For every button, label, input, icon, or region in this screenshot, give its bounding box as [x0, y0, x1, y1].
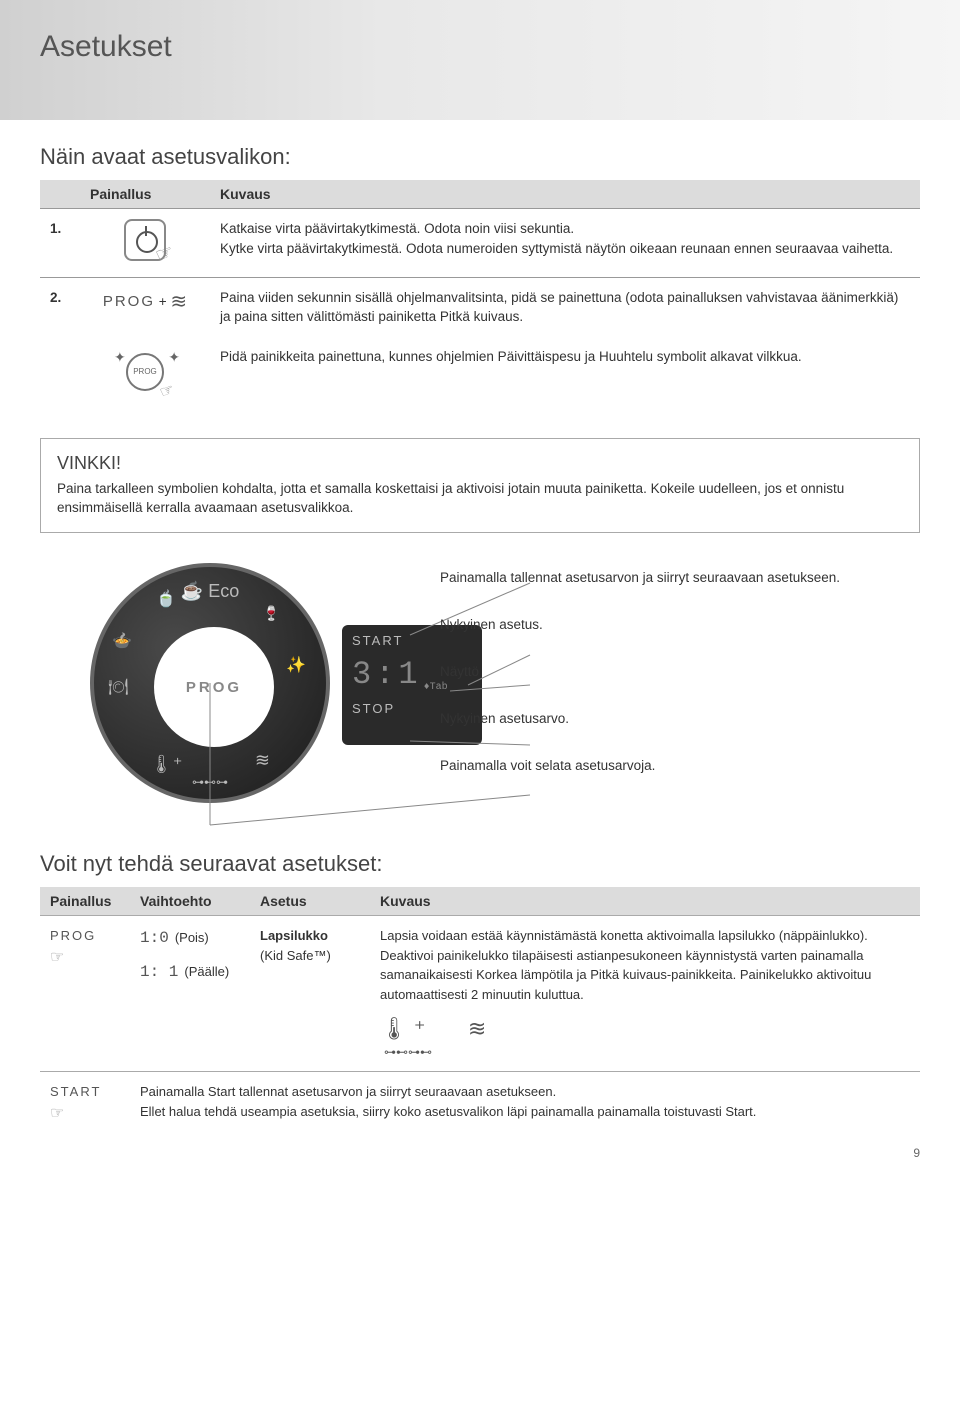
tab-label: Tab	[430, 682, 448, 693]
r1-desc: Lapsia voidaan estää käynnistämästä kone…	[370, 916, 920, 1072]
r1-desc-text: Lapsia voidaan estää käynnistämästä kone…	[380, 928, 871, 1002]
blink-prog-icon: ✦ ✦ PROG ☞	[110, 347, 180, 397]
section1-heading: Näin avaat asetusvalikon:	[40, 144, 920, 170]
row1-desc-a: Katkaise virta päävirtakytkimestä. Odota…	[220, 221, 574, 236]
callouts-column: Painamalla tallennat asetusarvon ja siir…	[440, 563, 920, 803]
row1-desc: Katkaise virta päävirtakytkimestä. Odota…	[210, 209, 920, 278]
hand-icon: ☞	[156, 378, 177, 405]
th-desc: Kuvaus	[210, 180, 920, 209]
plate-icon: 🍽	[108, 677, 128, 697]
hand-icon: ☞	[50, 949, 64, 966]
footer-icons: 🌡⁺ ≋ ⊶⊷⊶⊷	[380, 1012, 910, 1061]
r2-desc-a: Painamalla Start tallennat asetusarvon j…	[140, 1084, 556, 1099]
dial-diagram-row: ☕ Eco 🍵 🍷 🍲 ✨ 🍽 🌡⁺ ≋ ⊶⊷⊶ PROG START 3 : …	[40, 563, 920, 833]
page-title: Asetukset	[40, 30, 920, 64]
heat-wave-icon: ≋	[170, 291, 187, 313]
burst-icon: ✦	[168, 347, 180, 367]
page-number: 9	[913, 1146, 920, 1160]
chain-small-icon: ⊶⊷⊶⊷	[384, 1043, 910, 1061]
start-icon-label: START	[50, 1082, 120, 1102]
r1-setting: Lapsilukko (Kid Safe™)	[250, 916, 370, 1072]
glass-icon: 🍷	[263, 605, 280, 622]
eco-label: ☕ Eco	[181, 581, 239, 602]
th-desc-2: Kuvaus	[370, 887, 920, 916]
colon-icon: :	[375, 656, 394, 693]
power-button-icon: ☞	[124, 219, 166, 261]
callout-3: Näyttö	[440, 663, 920, 682]
section2-heading: Voit nyt tehdä seuraavat asetukset:	[40, 851, 920, 877]
opt-off: 1:0 (Pois)	[140, 926, 240, 950]
th-press: Painallus	[80, 180, 210, 209]
r1-press: PROG ☞	[40, 916, 130, 1072]
header-band: Asetukset	[0, 0, 960, 120]
th-blank	[40, 180, 80, 209]
opt-on-val: 1: 1	[140, 960, 178, 984]
row1-desc-b: Kytke virta päävirtakytkimestä. Odota nu…	[220, 241, 893, 256]
th-setting: Asetus	[250, 887, 370, 916]
prog-icon-label: PROG	[50, 926, 120, 946]
r2-desc-b: Ellet halua tehdä useampia asetuksia, si…	[140, 1104, 756, 1119]
row3-desc: Pidä painikkeita painettuna, kunnes ohje…	[210, 337, 920, 413]
callout-1: Painamalla tallennat asetusarvon ja siir…	[440, 569, 920, 588]
row2-num: 2.	[40, 277, 80, 337]
setting-name: Lapsilukko	[260, 928, 328, 943]
hand-icon: ☞	[50, 1105, 64, 1122]
instruction-table-1: Painallus Kuvaus 1. ☞ Katkaise virta pää…	[40, 180, 920, 412]
callout-4: Nykyinen asetusarvo.	[440, 710, 920, 729]
temp-icon: 🌡⁺	[150, 754, 182, 775]
opt-on: 1: 1 (Päälle)	[140, 960, 240, 984]
tip-body: Paina tarkalleen symbolien kohdalta, jot…	[57, 480, 903, 518]
eco-text: Eco	[208, 581, 239, 601]
th-press-2: Painallus	[40, 887, 130, 916]
tip-heading: VINKKI!	[57, 453, 903, 474]
r1-options: 1:0 (Pois) 1: 1 (Päälle)	[130, 916, 250, 1072]
sparkle-icon: ✨	[286, 655, 306, 675]
row1-num: 1.	[40, 209, 80, 278]
row3-icon-cell: ✦ ✦ PROG ☞	[80, 337, 210, 413]
tip-box: VINKKI! Paina tarkalleen symbolien kohda…	[40, 438, 920, 533]
th-option: Vaihtoehto	[130, 887, 250, 916]
settings-table: Painallus Vaihtoehto Asetus Kuvaus PROG …	[40, 887, 920, 1136]
row1-icon-cell: ☞	[80, 209, 210, 278]
chain-icon: ⊶⊷⊶	[192, 775, 228, 789]
wave-icon: ≋	[255, 750, 270, 771]
digit-right: 1	[398, 656, 417, 693]
plus-sign: +	[159, 294, 167, 309]
row2-icon-cell: PROG + ≋	[80, 277, 210, 337]
digit-left: 3	[352, 656, 371, 693]
pot-icon: 🍲	[112, 631, 132, 651]
callout-2: Nykyinen asetus.	[440, 616, 920, 635]
r2-press: START ☞	[40, 1072, 130, 1136]
opt-off-val: 1:0	[140, 926, 169, 950]
callout-5: Painamalla voit selata asetusarvoja.	[440, 757, 920, 776]
cup-icon: 🍵	[156, 589, 176, 609]
row2-desc: Paina viiden sekunnin sisällä ohjelmanva…	[210, 277, 920, 337]
burst-icon: ✦	[114, 347, 126, 367]
hand-icon: ☞	[152, 238, 179, 271]
dial-center-label: PROG	[154, 627, 274, 747]
opt-off-txt: (Pois)	[175, 928, 209, 948]
row3-num	[40, 337, 80, 413]
dial-wrap: ☕ Eco 🍵 🍷 🍲 ✨ 🍽 🌡⁺ ≋ ⊶⊷⊶ PROG START 3 : …	[90, 563, 410, 833]
control-dial: ☕ Eco 🍵 🍷 🍲 ✨ 🍽 🌡⁺ ≋ ⊶⊷⊶ PROG	[90, 563, 330, 803]
prog-label: PROG	[103, 293, 155, 310]
opt-on-txt: (Päälle)	[184, 962, 229, 982]
r2-desc: Painamalla Start tallennat asetusarvon j…	[130, 1072, 920, 1136]
start-label: START	[352, 633, 472, 648]
setting-sub: (Kid Safe™)	[260, 948, 331, 963]
